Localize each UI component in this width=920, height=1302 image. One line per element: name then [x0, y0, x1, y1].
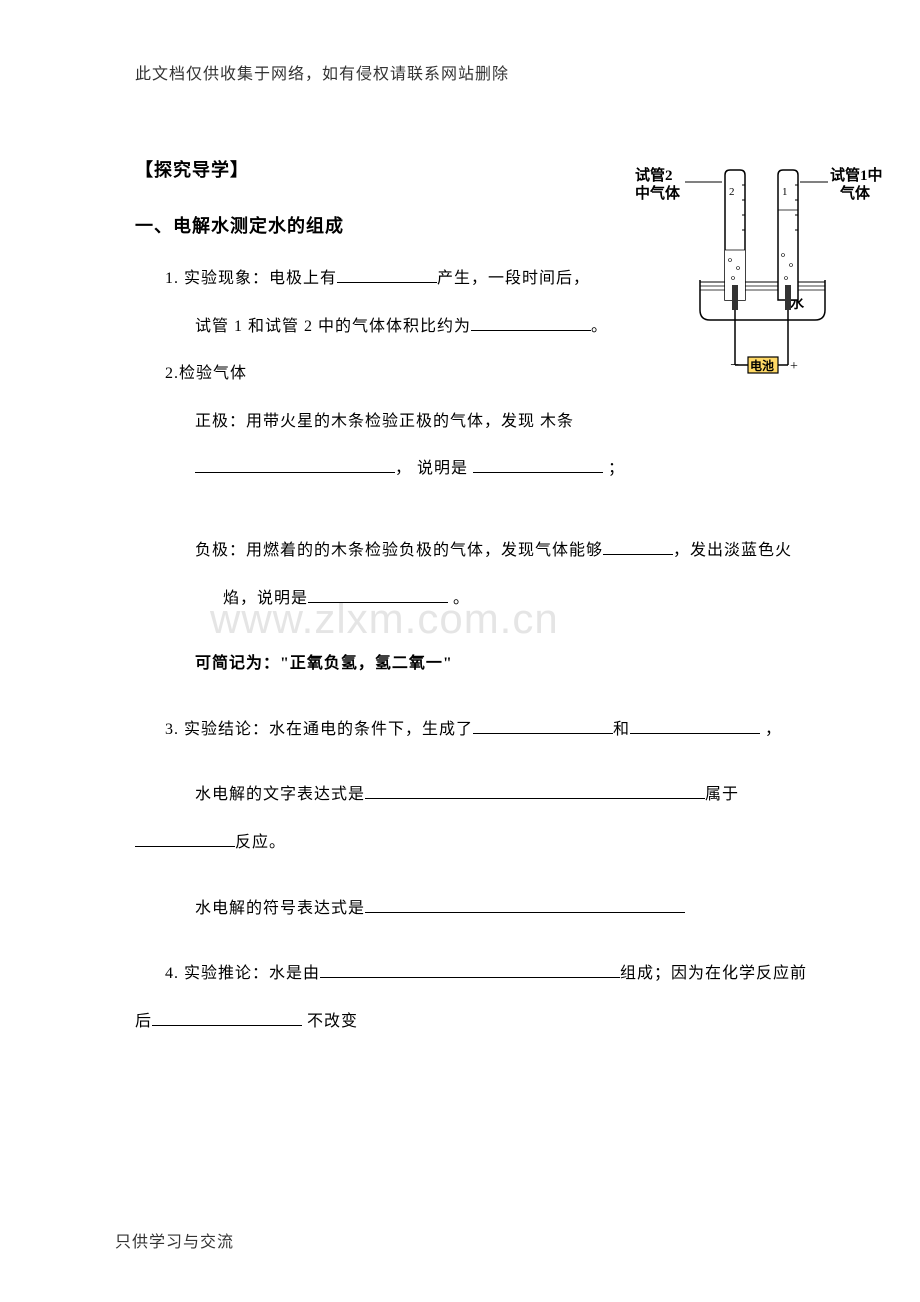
- item-3-line-4: 水电解的符号表达式是: [135, 896, 810, 922]
- blank: [195, 457, 395, 473]
- text: 。: [591, 318, 608, 335]
- label-tube1: 试管1中: [830, 166, 883, 184]
- item-2-positive-line-1: 正极：用带火星的木条检验正极的气体，发现 木条: [135, 409, 810, 435]
- text: 水电解的文字表达式是: [195, 786, 365, 803]
- blank: [473, 718, 613, 734]
- text: 水电解的符号表达式是: [195, 900, 365, 917]
- text: ，: [760, 721, 782, 738]
- item-2-negative-line-2: 焰，说明是 。: [135, 586, 810, 612]
- item-2-positive-line-2: ， 说明是 ；: [135, 456, 810, 482]
- text: 1. 实验现象：电极上有: [165, 270, 337, 287]
- item-3-line-3: 反应。: [135, 830, 810, 856]
- text: 3. 实验结论：水在通电的条件下，生成了: [165, 721, 473, 738]
- blank: [337, 267, 437, 283]
- item-1-line-2: 试管 1 和试管 2 中的气体体积比约为 。: [135, 314, 810, 340]
- text: 焰，说明是: [223, 590, 308, 607]
- text: 和: [613, 721, 630, 738]
- item-2-heading: 2.检验气体: [135, 361, 810, 387]
- blank: [308, 587, 448, 603]
- item-4-line-1: 4. 实验推论：水是由 组成；因为在化学反应前: [135, 961, 810, 987]
- text: 后: [135, 1013, 152, 1030]
- header-note: 此文档仅供收集于网络，如有侵权请联系网站删除: [135, 60, 810, 84]
- blank: [365, 897, 685, 913]
- label-tube1-gas: 气体: [839, 184, 871, 202]
- section-heading: 一、电解水测定水的组成: [135, 212, 810, 238]
- blank: [135, 831, 235, 847]
- item-4-line-2: 后 不改变: [135, 1009, 810, 1035]
- text: ， 说明是: [395, 460, 473, 477]
- text: 4. 实验推论：水是由: [165, 965, 320, 982]
- text: 正极：用带火星的木条检验正极的气体，发现 木条: [195, 413, 574, 430]
- item-2-negative-line-1: 负极：用燃着的的木条检验负极的气体，发现气体能够 ，发出淡蓝色火: [135, 538, 810, 564]
- blank: [630, 718, 760, 734]
- text: 不改变: [302, 1013, 358, 1030]
- item-1-line-1: 1. 实验现象：电极上有 产生，一段时间后，: [135, 266, 810, 292]
- blank: [473, 457, 603, 473]
- text: 组成；因为在化学反应前: [620, 965, 807, 982]
- blank: [603, 539, 673, 555]
- blank: [152, 1010, 302, 1026]
- text: 产生，一段时间后，: [437, 270, 590, 287]
- blank: [471, 315, 591, 331]
- item-3-line-2: 水电解的文字表达式是 属于: [135, 782, 810, 808]
- text: ；: [603, 460, 625, 477]
- text: 反应。: [235, 834, 286, 851]
- footer-note: 只供学习与交流: [115, 1228, 234, 1252]
- text: 。: [448, 590, 470, 607]
- text: 试管 1 和试管 2 中的气体体积比约为: [195, 318, 471, 335]
- text: ，发出淡蓝色火: [673, 542, 792, 559]
- item-3-line-1: 3. 实验结论：水在通电的条件下，生成了 和 ，: [135, 717, 810, 743]
- blank: [365, 783, 705, 799]
- text: 负极：用燃着的的木条检验负极的气体，发现气体能够: [195, 542, 603, 559]
- section-title: 【探究导学】: [135, 156, 810, 182]
- blank: [320, 962, 620, 978]
- mnemonic: 可简记为："正氧负氢，氢二氧一": [135, 651, 810, 677]
- text: 属于: [705, 786, 739, 803]
